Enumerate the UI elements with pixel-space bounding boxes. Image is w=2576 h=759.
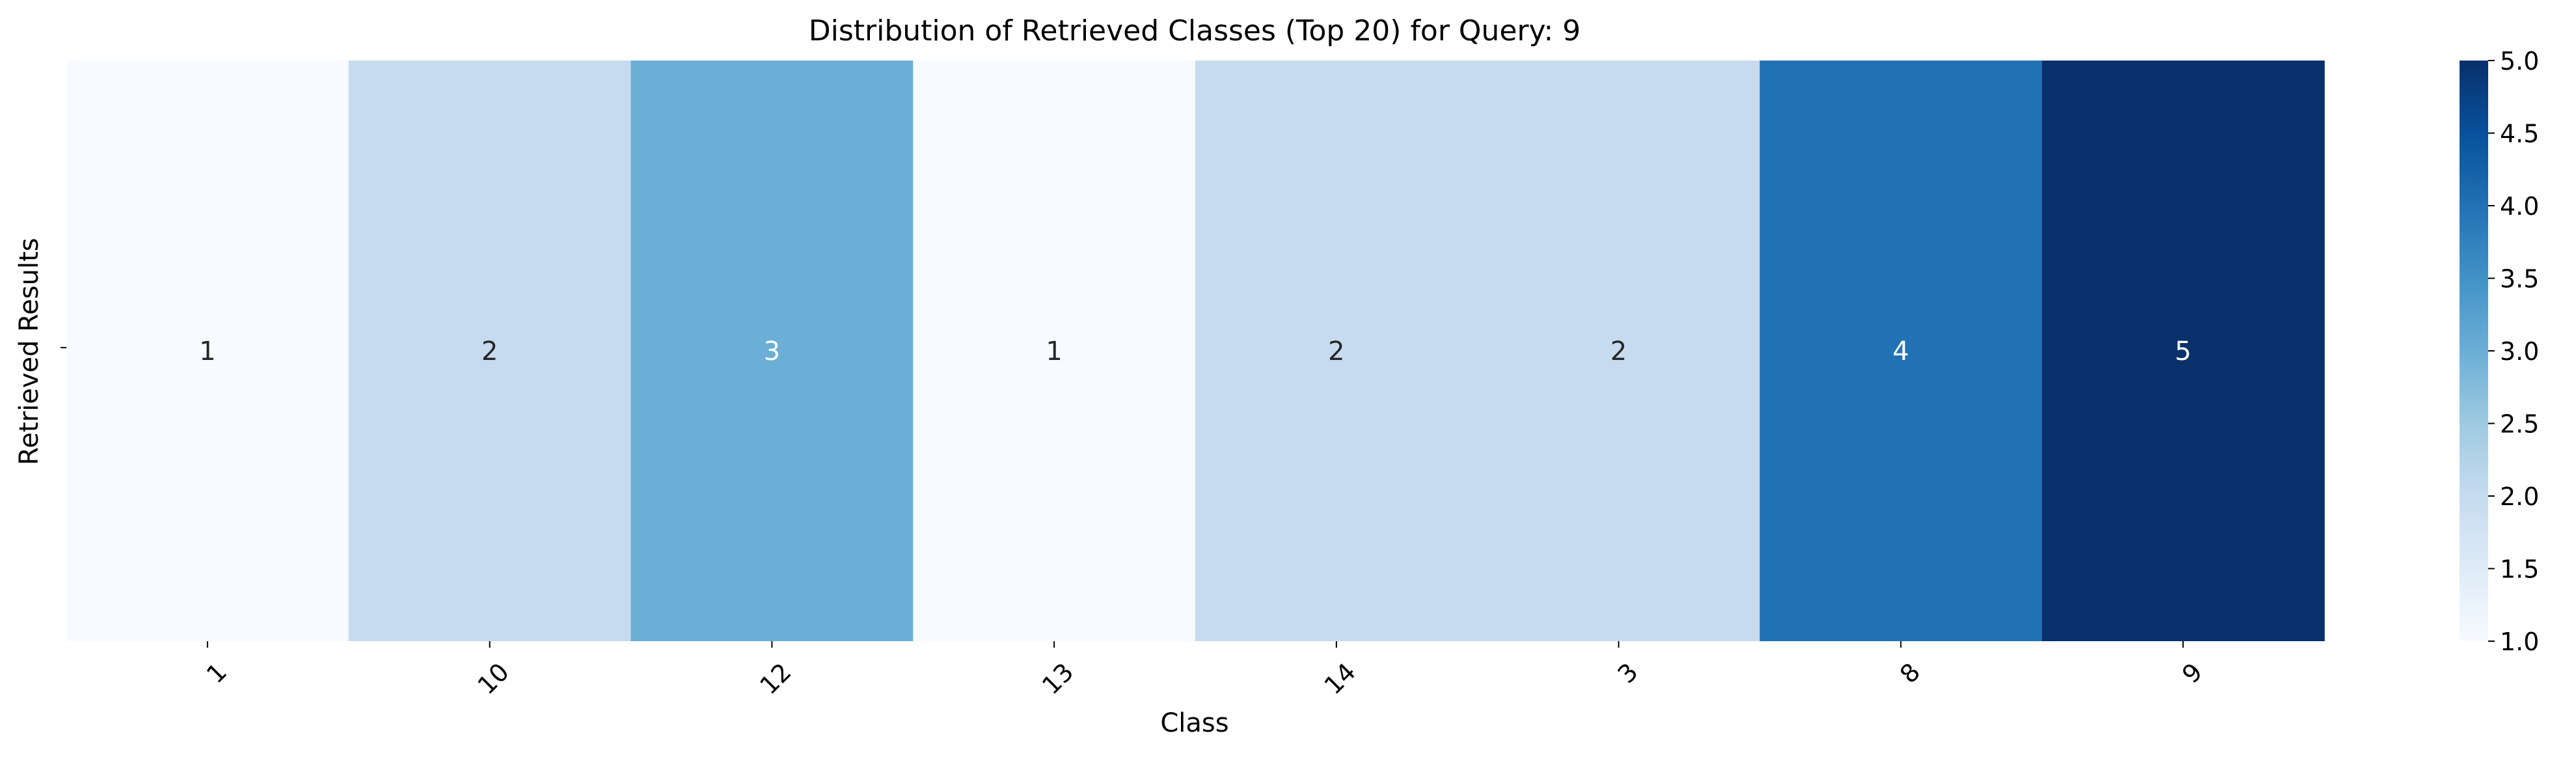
x-tick-label: 14: [1319, 657, 1361, 700]
heatmap-cell: [348, 61, 632, 641]
cell-value-label: 2: [1610, 337, 1627, 366]
colorbar-tick-label: 5.0: [2500, 47, 2539, 76]
heatmap-cell: [66, 61, 349, 641]
colorbar: [2460, 61, 2488, 641]
x-tick-label: 3: [1612, 657, 1644, 689]
y-axis-label: Retrieved Results: [14, 238, 44, 465]
cell-value-label: 5: [2175, 337, 2191, 366]
colorbar-tick-label: 3.5: [2500, 265, 2539, 294]
heatmap-cells: 1 2 3 1 2 2 4 5: [66, 61, 2325, 641]
colorbar-tick-label: 2.0: [2500, 482, 2539, 511]
x-axis-ticks: 1 10 12 13 14 3 8 9: [201, 641, 2208, 700]
cell-value-label: 1: [1046, 337, 1062, 366]
x-axis-label: Class: [1160, 708, 1228, 738]
colorbar-tick-label: 1.0: [2500, 628, 2539, 656]
x-tick-label: 10: [472, 657, 514, 700]
heatmap-cell: [1759, 61, 2043, 641]
x-tick-label: 1: [201, 657, 232, 689]
colorbar-tick-label: 4.0: [2500, 192, 2539, 221]
heatmap-cell: [2042, 61, 2325, 641]
cell-value-label: 2: [1328, 337, 1344, 366]
x-tick-label: 12: [754, 657, 796, 700]
heatmap-cell: [1195, 61, 1478, 641]
colorbar-tick-label: 1.5: [2500, 555, 2539, 584]
colorbar-tick-label: 4.5: [2500, 120, 2539, 148]
cell-value-label: 2: [481, 337, 498, 366]
x-tick-label: 8: [1894, 657, 1925, 689]
heatmap-cell: [1477, 61, 1761, 641]
cell-value-label: 1: [199, 337, 215, 366]
chart-title: Distribution of Retrieved Classes (Top 2…: [809, 14, 1581, 48]
cell-value-label: 3: [764, 337, 780, 366]
colorbar-tick-label: 2.5: [2500, 410, 2539, 439]
colorbar-tick-label: 3.0: [2500, 337, 2539, 366]
heatmap-cell: [630, 61, 914, 641]
heatmap-cell: [913, 61, 1196, 641]
colorbar-ticks: 1.0 1.5 2.0 2.5 3.0 3.5 4.0 4.5 5.0: [2488, 47, 2539, 656]
x-tick-label: 9: [2176, 657, 2208, 689]
x-tick-label: 13: [1037, 657, 1079, 700]
cell-value-label: 4: [1893, 337, 1909, 366]
